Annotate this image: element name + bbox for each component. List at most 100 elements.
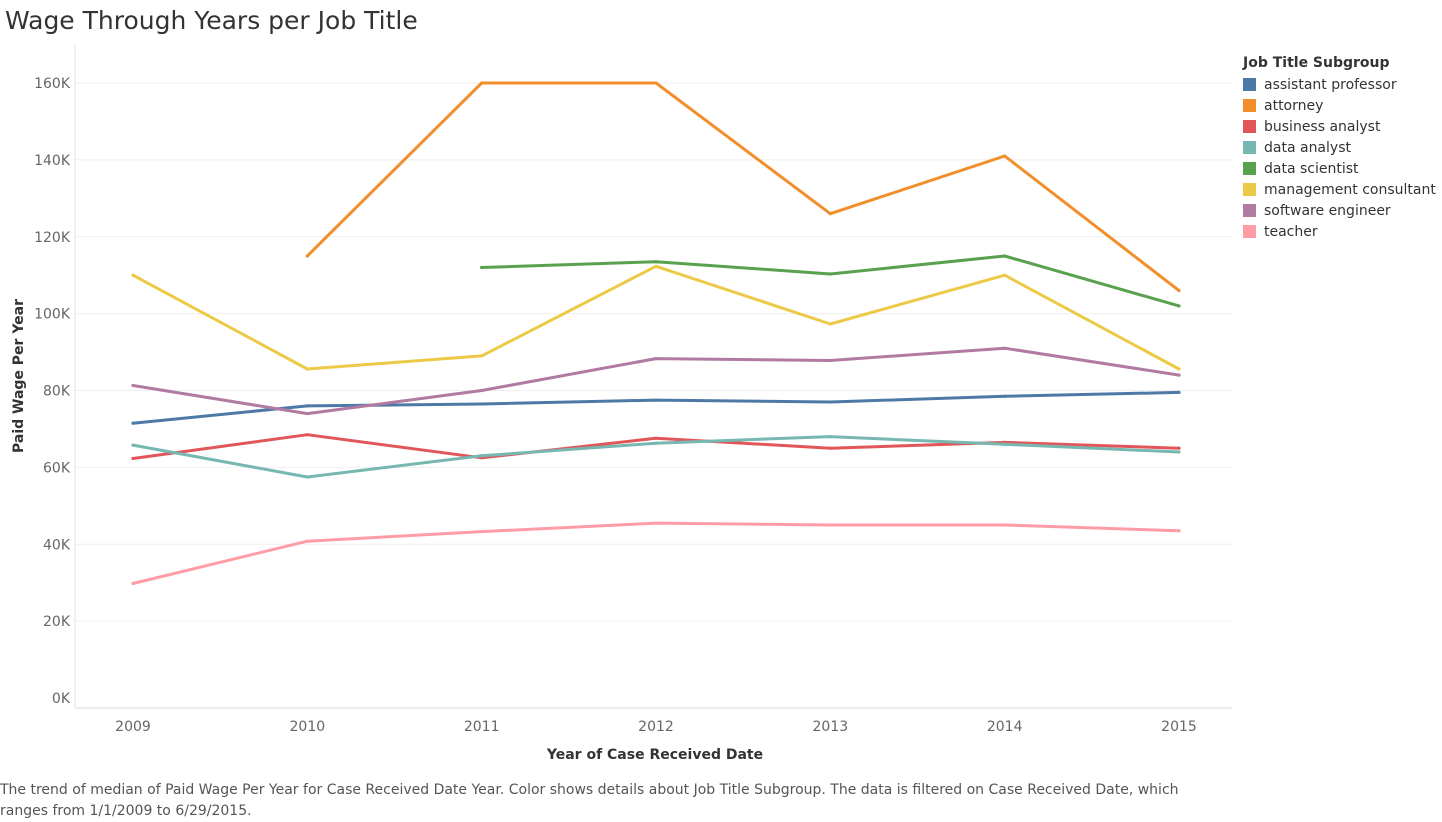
y-axis-title: Paid Wage Per Year bbox=[11, 299, 27, 453]
y-tick-label: 0K bbox=[52, 691, 71, 707]
data-point-assistant-professor bbox=[828, 400, 832, 404]
data-point-teacher bbox=[654, 521, 658, 525]
tick-labels: 0K 20K 40K 60K 80K 100K 120K 140K 160K 2009 2010 20… bbox=[34, 76, 1197, 735]
legend-item-assistant-professor[interactable]: assistant professor bbox=[1243, 74, 1442, 95]
data-point-software-engineer bbox=[828, 358, 832, 363]
data-point-software-engineer bbox=[654, 356, 658, 361]
y-tick-label: 40K bbox=[43, 537, 71, 553]
data-point-attorney bbox=[480, 81, 484, 85]
series-line-teacher bbox=[131, 521, 1181, 585]
legend-label: assistant professor bbox=[1264, 76, 1397, 93]
x-axis-title: Year of Case Received Date bbox=[546, 747, 763, 763]
data-point-attorney bbox=[828, 212, 832, 216]
data-point-management-consultant bbox=[654, 264, 658, 268]
data-point-teacher bbox=[131, 581, 135, 586]
data-point-data-analyst bbox=[480, 454, 484, 458]
data-point-software-engineer bbox=[1177, 373, 1181, 377]
series-line-data-scientist bbox=[480, 254, 1181, 308]
data-point-assistant-professor bbox=[654, 398, 658, 402]
data-point-teacher bbox=[828, 523, 832, 527]
data-point-data-analyst bbox=[828, 435, 832, 439]
legend-swatch bbox=[1243, 225, 1256, 238]
legend: Job Title Subgroup assistant professor at… bbox=[1243, 55, 1442, 242]
data-point-management-consultant bbox=[1003, 273, 1007, 277]
data-point-assistant-professor bbox=[1177, 390, 1181, 395]
legend-swatch bbox=[1243, 183, 1256, 196]
data-point-management-consultant bbox=[131, 273, 135, 277]
x-tick-label: 2015 bbox=[1161, 719, 1197, 735]
legend-swatch bbox=[1243, 141, 1256, 154]
data-point-software-engineer bbox=[305, 411, 309, 416]
legend-item-attorney[interactable]: attorney bbox=[1243, 95, 1442, 116]
y-tick-label: 140K bbox=[34, 153, 71, 169]
data-point-management-consultant bbox=[305, 367, 309, 371]
series-lines bbox=[131, 81, 1181, 586]
data-point-software-engineer bbox=[1003, 346, 1007, 350]
legend-swatch bbox=[1243, 162, 1256, 175]
data-point-data-scientist bbox=[1177, 304, 1181, 308]
gridlines bbox=[75, 82, 1232, 622]
data-point-teacher bbox=[305, 539, 309, 543]
data-point-management-consultant bbox=[480, 354, 484, 358]
data-point-data-analyst bbox=[131, 443, 135, 447]
legend-label: attorney bbox=[1264, 97, 1324, 114]
data-point-business-analyst bbox=[305, 433, 309, 437]
legend-label: software engineer bbox=[1264, 202, 1391, 219]
y-tick-label: 160K bbox=[34, 76, 71, 92]
data-point-business-analyst bbox=[654, 436, 658, 440]
legend-title: Job Title Subgroup bbox=[1243, 55, 1390, 71]
legend-label: data scientist bbox=[1264, 160, 1359, 177]
data-point-data-analyst bbox=[1003, 442, 1007, 446]
legend-label: data analyst bbox=[1264, 139, 1351, 156]
legend-item-data-analyst[interactable]: data analyst bbox=[1243, 137, 1442, 158]
y-tick-label: 80K bbox=[43, 384, 71, 400]
x-tick-label: 2010 bbox=[290, 719, 326, 735]
data-point-management-consultant bbox=[1177, 367, 1181, 371]
legend-items: assistant professor attorney business anal… bbox=[1243, 74, 1442, 242]
y-tick-label: 100K bbox=[34, 307, 71, 323]
data-point-management-consultant bbox=[828, 322, 832, 326]
axes bbox=[74, 44, 1232, 709]
data-point-attorney bbox=[1177, 288, 1181, 293]
data-point-assistant-professor bbox=[1003, 394, 1007, 398]
data-point-data-analyst bbox=[1177, 450, 1181, 454]
data-point-software-engineer bbox=[480, 388, 484, 393]
legend-swatch bbox=[1243, 78, 1256, 91]
x-tick-label: 2012 bbox=[638, 719, 674, 735]
data-point-teacher bbox=[1003, 523, 1007, 527]
x-tick-label: 2011 bbox=[464, 719, 500, 735]
legend-swatch bbox=[1243, 204, 1256, 217]
legend-item-software-engineer[interactable]: software engineer bbox=[1243, 200, 1442, 221]
data-point-business-analyst bbox=[131, 456, 135, 461]
legend-swatch bbox=[1243, 120, 1256, 133]
x-tick-label: 2009 bbox=[115, 719, 151, 735]
legend-item-teacher[interactable]: teacher bbox=[1243, 221, 1442, 242]
data-point-data-scientist bbox=[480, 265, 484, 270]
x-tick-label: 2014 bbox=[987, 719, 1023, 735]
data-point-business-analyst bbox=[1177, 446, 1181, 450]
x-tick-label: 2013 bbox=[813, 719, 849, 735]
series-line-management-consultant bbox=[131, 264, 1181, 371]
chart-title: Wage Through Years per Job Title bbox=[5, 6, 418, 35]
data-point-data-analyst bbox=[305, 475, 309, 479]
data-point-assistant-professor bbox=[305, 404, 309, 408]
series-line-attorney bbox=[305, 81, 1181, 293]
data-point-data-analyst bbox=[654, 441, 658, 445]
legend-swatch bbox=[1243, 99, 1256, 112]
data-point-data-scientist bbox=[1003, 254, 1007, 258]
legend-label: management consultant bbox=[1264, 181, 1436, 198]
y-tick-label: 60K bbox=[43, 460, 71, 476]
legend-item-data-scientist[interactable]: data scientist bbox=[1243, 158, 1442, 179]
data-point-assistant-professor bbox=[480, 402, 484, 406]
legend-item-management-consultant[interactable]: management consultant bbox=[1243, 179, 1442, 200]
data-point-data-scientist bbox=[654, 260, 658, 264]
data-point-attorney bbox=[654, 81, 658, 85]
data-point-business-analyst bbox=[828, 446, 832, 450]
series-line-assistant-professor bbox=[131, 390, 1181, 425]
data-point-software-engineer bbox=[131, 383, 135, 388]
legend-label: business analyst bbox=[1264, 118, 1381, 135]
y-tick-label: 120K bbox=[34, 230, 71, 246]
data-point-data-scientist bbox=[828, 272, 832, 276]
legend-item-business-analyst[interactable]: business analyst bbox=[1243, 116, 1442, 137]
